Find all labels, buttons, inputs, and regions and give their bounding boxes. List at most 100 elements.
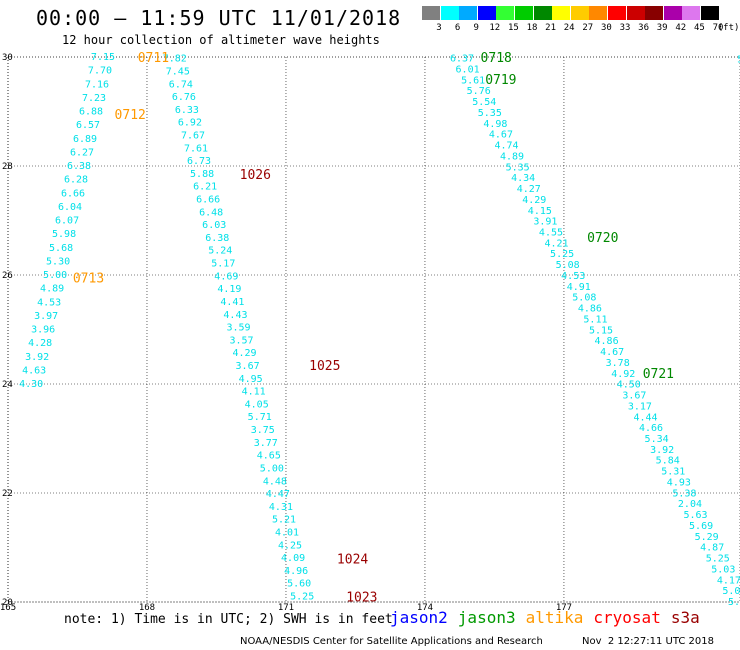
pass-time-label: 0711 bbox=[138, 51, 169, 66]
wave-height-value: 7.16 bbox=[85, 79, 109, 90]
wave-height-value: 4.53 bbox=[37, 297, 61, 308]
pass-time-label: 0719 bbox=[485, 73, 516, 88]
wave-height-value: 5.08 bbox=[572, 293, 596, 304]
wave-height-value: 4.01 bbox=[275, 528, 299, 539]
legend-label: 15 bbox=[507, 23, 519, 33]
wave-height-value: 7.23 bbox=[82, 93, 106, 104]
wave-height-value: 4.29 bbox=[522, 195, 546, 206]
legend-label: 21 bbox=[545, 23, 557, 33]
legend-swatch bbox=[515, 6, 533, 20]
footnote: note: 1) Time is in UTC; 2) SWH is in fe… bbox=[64, 612, 393, 627]
pass-time-label: 1023 bbox=[346, 591, 377, 606]
wave-height-value: 5.25 bbox=[290, 592, 314, 603]
wave-height-value: 6.92 bbox=[178, 118, 202, 129]
wave-height-value: 4.19 bbox=[217, 284, 241, 295]
pass-time-label: 0721 bbox=[643, 367, 674, 382]
legend-label: 12 bbox=[489, 23, 501, 33]
wave-height-value: 3.97 bbox=[34, 311, 58, 322]
legend-swatch bbox=[626, 6, 645, 20]
legend-unit: (ft) bbox=[717, 23, 740, 33]
wave-height-observations: 7.15 7.70 7.16 7.23 6.88 6.57 6.89 6.27 6.38 6.28… bbox=[19, 52, 740, 608]
satellite-name: altika bbox=[525, 608, 584, 627]
wave-height-value: 3.96 bbox=[31, 325, 55, 336]
legend-label: 9 bbox=[473, 23, 479, 33]
pass-time-label: 0712 bbox=[115, 108, 146, 123]
wave-height-value: 5.21 bbox=[272, 515, 296, 526]
wave-height-value: 4.41 bbox=[220, 297, 244, 308]
wave-height-value: 4.27 bbox=[517, 184, 541, 195]
wave-height-value: 5.31 bbox=[661, 467, 685, 478]
lat-tick-label: 26 bbox=[2, 271, 13, 281]
satellite-legend: jason2 jason3 altika cryosat s3a bbox=[390, 608, 710, 627]
satellite-name: jason2 bbox=[390, 608, 448, 627]
wave-height-value: 4.89 bbox=[500, 151, 524, 162]
legend-label: 70 bbox=[712, 23, 724, 33]
wave-height-value: 5.30 bbox=[46, 256, 70, 267]
generation-timestamp: Nov 2 12:27:11 UTC 2018 bbox=[582, 636, 714, 647]
wave-height-value: 4.95 bbox=[239, 374, 263, 385]
wave-height-value: 4.15 bbox=[528, 206, 552, 217]
wave-height-value: 5.34 bbox=[645, 434, 669, 445]
legend-swatch bbox=[422, 6, 440, 20]
wave-height-value: 5.11 bbox=[583, 314, 607, 325]
wave-height-value: 5.42 bbox=[737, 55, 740, 66]
wave-height-value: 4.74 bbox=[494, 141, 518, 152]
wave-height-value: 4.09 bbox=[281, 553, 305, 564]
wave-height-value: 6.57 bbox=[76, 120, 100, 131]
legend-label: 6 bbox=[454, 23, 461, 33]
wave-height-value: 3.92 bbox=[650, 445, 674, 456]
wave-height-value: 5.98 bbox=[52, 229, 76, 240]
wave-height-value: 3.78 bbox=[606, 358, 630, 369]
wave-height-value: 5.69 bbox=[689, 521, 713, 532]
axis-tick-labels: 165 168 171 174 177 20 22 24 26 28 30 bbox=[0, 53, 572, 613]
legend-swatch bbox=[533, 6, 552, 20]
wave-height-value: 5.00 bbox=[260, 463, 284, 474]
wave-height-value: 6.66 bbox=[61, 188, 85, 199]
wave-height-value: 5.17 bbox=[211, 259, 235, 270]
wave-height-value: 3.17 bbox=[628, 401, 652, 412]
wave-height-value: 5.61 bbox=[461, 75, 485, 86]
lon-tick-label: 168 bbox=[139, 603, 155, 613]
wave-height-value: 5.04 bbox=[722, 586, 740, 597]
wave-height-value: 6.37 bbox=[450, 54, 474, 65]
wave-height-value: 6.28 bbox=[64, 175, 88, 186]
wave-height-value: 4.87 bbox=[700, 543, 724, 554]
wave-height-value: 4.89 bbox=[40, 284, 64, 295]
pass-time-label: 0720 bbox=[587, 231, 618, 246]
wave-height-value: 4.28 bbox=[28, 338, 52, 349]
lon-tick-label: 171 bbox=[278, 603, 294, 613]
credit-line: NOAA/NESDIS Center for Satellite Applica… bbox=[240, 636, 543, 647]
wave-height-value: 4.86 bbox=[595, 336, 619, 347]
legend-label: 33 bbox=[619, 23, 631, 33]
wave-height-value: 6.03 bbox=[202, 220, 226, 231]
legend-swatch bbox=[459, 6, 478, 20]
lat-tick-label: 24 bbox=[2, 380, 13, 390]
legend-label: 42 bbox=[675, 23, 687, 33]
pass-time-label: 1026 bbox=[240, 168, 271, 183]
grid-layer bbox=[7, 56, 740, 603]
wave-height-value: 4.25 bbox=[278, 540, 302, 551]
wave-height-value: 7.82 bbox=[163, 54, 187, 65]
wave-height-value: 2.04 bbox=[678, 499, 702, 510]
wave-height-value: 4.67 bbox=[600, 347, 624, 358]
wave-height-value: 4.98 bbox=[483, 119, 507, 130]
map-title: 00:00 – 11:59 UTC 11/01/2018 bbox=[36, 6, 402, 30]
wave-height-value: 4.21 bbox=[544, 238, 568, 249]
wave-height-value: 5.88 bbox=[190, 169, 214, 180]
wave-height-value: 4.55 bbox=[539, 228, 563, 239]
pass-time-label: 1024 bbox=[337, 552, 368, 567]
wave-height-value: 6.89 bbox=[73, 134, 97, 145]
legend-swatch bbox=[570, 6, 589, 20]
wave-height-value: 5.63 bbox=[683, 510, 707, 521]
wave-height-value: 5.24 bbox=[208, 246, 232, 257]
wave-height-value: 4.30 bbox=[19, 379, 43, 390]
lat-tick-label: 28 bbox=[2, 162, 13, 172]
map-subtitle: 12 hour collection of altimeter wave hei… bbox=[62, 33, 380, 47]
wave-height-value: 4.44 bbox=[633, 412, 657, 423]
legend-swatch bbox=[701, 6, 719, 20]
legend-swatch bbox=[477, 6, 496, 20]
wave-height-value: 3.57 bbox=[229, 335, 253, 346]
legend-label: 45 bbox=[693, 23, 705, 33]
legend-swatch bbox=[440, 6, 459, 20]
wave-height-value: 7.45 bbox=[166, 66, 190, 77]
